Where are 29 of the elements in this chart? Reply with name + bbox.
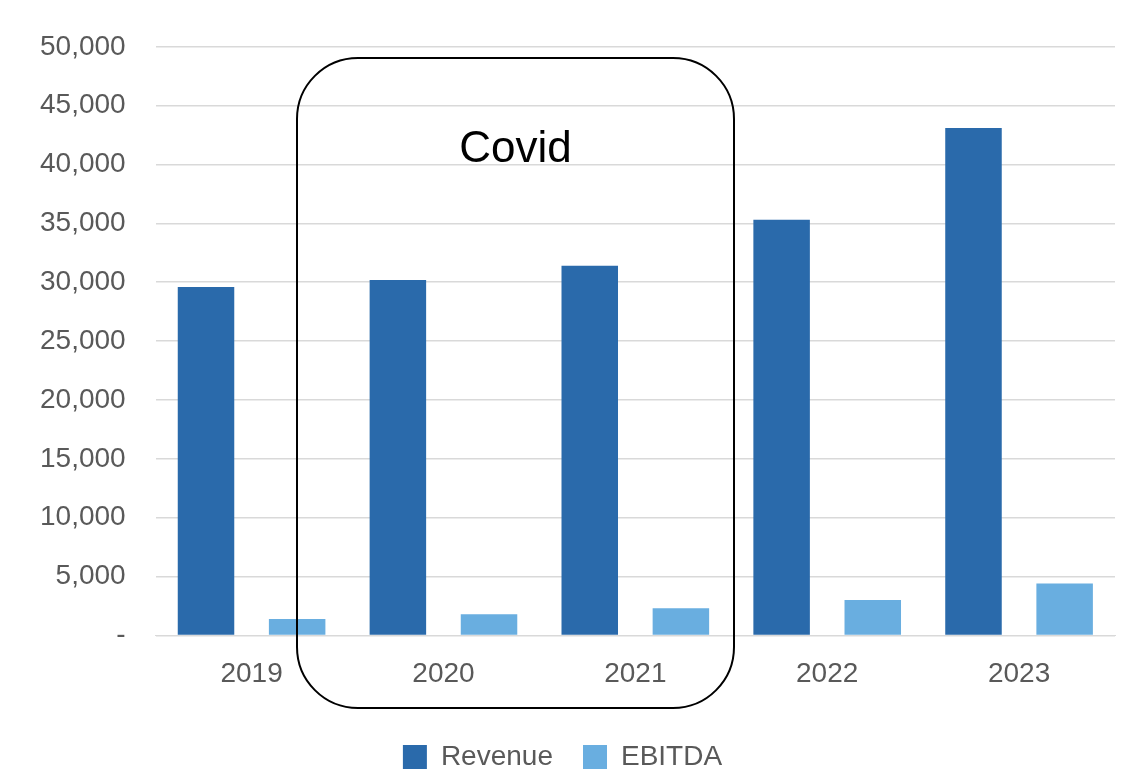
y-tick-label: 25,000 bbox=[40, 323, 126, 355]
legend-label: EBITDA bbox=[620, 739, 723, 771]
x-tick-label: 2021 bbox=[604, 656, 667, 688]
y-tick-label: 35,000 bbox=[40, 206, 126, 238]
bar bbox=[369, 279, 427, 635]
y-tick-label: - bbox=[116, 618, 126, 650]
x-tick-label: 2019 bbox=[220, 656, 283, 688]
bar bbox=[844, 600, 902, 635]
legend-label: Revenue bbox=[440, 739, 553, 771]
bar bbox=[753, 219, 810, 635]
y-tick-label: 5,000 bbox=[55, 559, 126, 591]
x-tick-label: 2023 bbox=[987, 656, 1051, 688]
bar bbox=[268, 618, 326, 635]
y-tick-label: 15,000 bbox=[40, 441, 126, 473]
y-tick-label: 45,000 bbox=[40, 88, 126, 120]
x-tick-label: 2020 bbox=[412, 656, 475, 688]
bar bbox=[460, 614, 518, 635]
y-tick-label: 50,000 bbox=[40, 29, 126, 61]
bar bbox=[652, 608, 710, 635]
annotation: Covid bbox=[459, 121, 572, 172]
y-tick-label: 30,000 bbox=[40, 264, 126, 296]
y-tick-label: 40,000 bbox=[40, 147, 126, 179]
y-tick-label: 10,000 bbox=[40, 500, 126, 532]
bar bbox=[1036, 583, 1093, 635]
y-tick-label: 20,000 bbox=[40, 382, 126, 414]
x-tick-label: 2022 bbox=[796, 656, 859, 688]
bar bbox=[177, 286, 235, 635]
bar bbox=[945, 128, 1002, 635]
bar bbox=[561, 265, 618, 635]
